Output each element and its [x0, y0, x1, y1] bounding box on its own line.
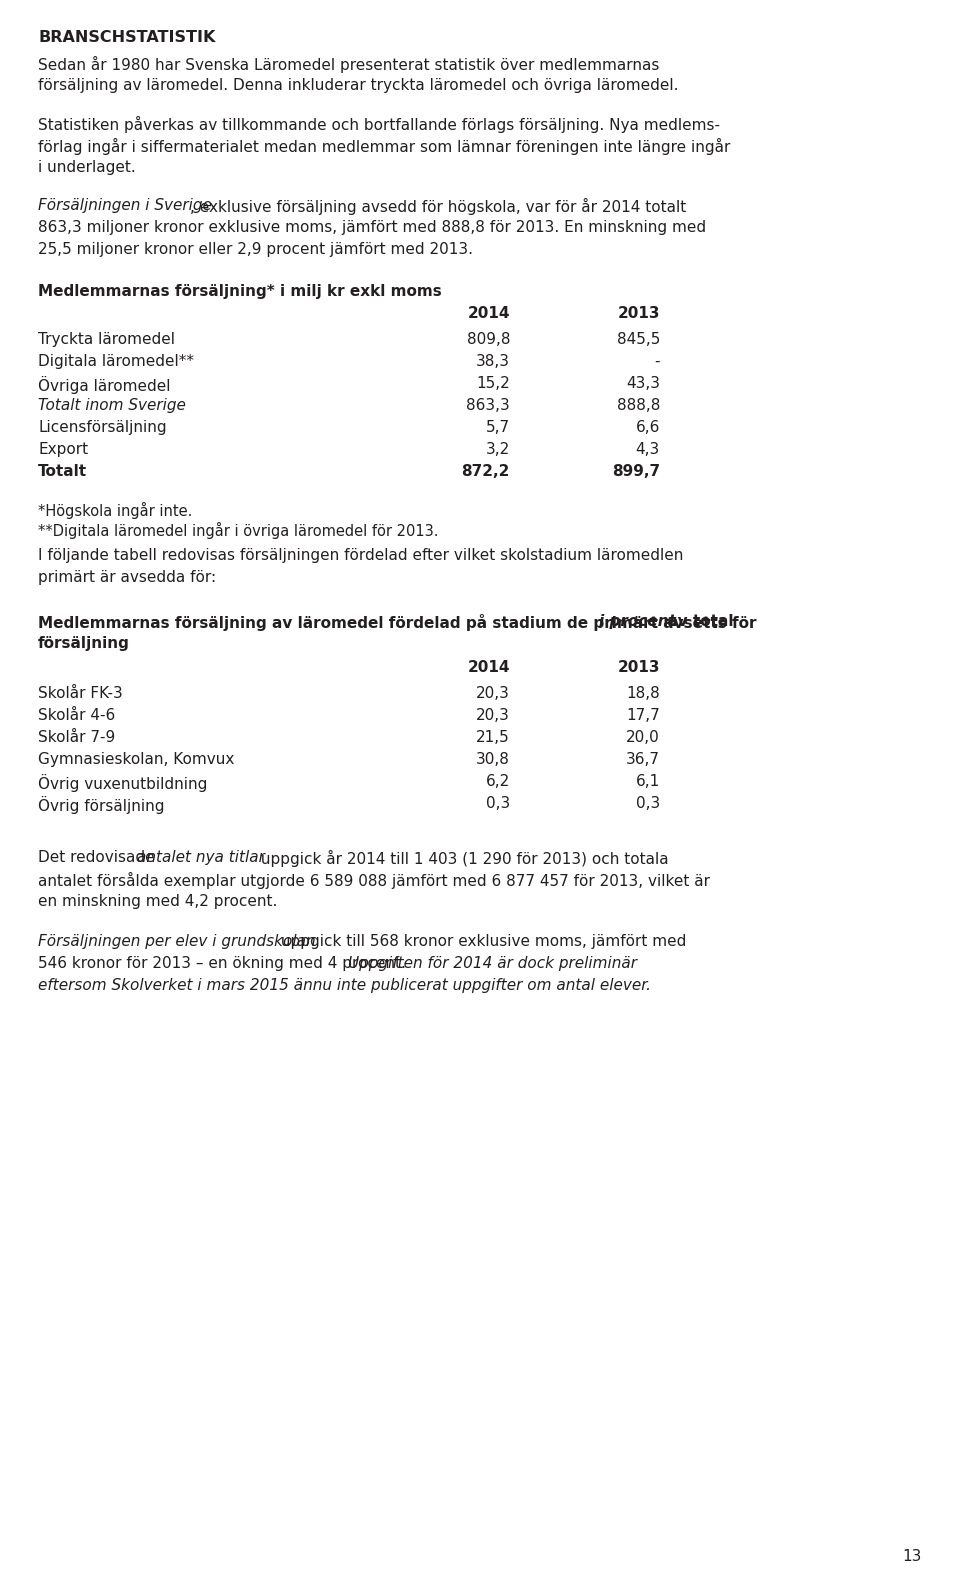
Text: Försäljningen i Sverige: Försäljningen i Sverige — [38, 199, 212, 213]
Text: 6,6: 6,6 — [636, 419, 660, 435]
Text: 20,3: 20,3 — [476, 686, 510, 702]
Text: Övrig vuxenutbildning: Övrig vuxenutbildning — [38, 774, 207, 792]
Text: 6,2: 6,2 — [486, 774, 510, 788]
Text: 845,5: 845,5 — [616, 333, 660, 347]
Text: **Digitala läromedel ingår i övriga läromedel för 2013.: **Digitala läromedel ingår i övriga läro… — [38, 522, 439, 539]
Text: 17,7: 17,7 — [626, 708, 660, 722]
Text: Övrig försäljning: Övrig försäljning — [38, 796, 164, 814]
Text: 20,0: 20,0 — [626, 730, 660, 744]
Text: antalet nya titlar: antalet nya titlar — [137, 850, 265, 866]
Text: 43,3: 43,3 — [626, 375, 660, 391]
Text: 30,8: 30,8 — [476, 752, 510, 766]
Text: 2014: 2014 — [468, 661, 510, 675]
Text: 2013: 2013 — [617, 306, 660, 322]
Text: 872,2: 872,2 — [462, 464, 510, 479]
Text: Gymnasieskolan, Komvux: Gymnasieskolan, Komvux — [38, 752, 234, 766]
Text: försäljning: försäljning — [38, 636, 130, 651]
Text: Totalt inom Sverige: Totalt inom Sverige — [38, 397, 186, 413]
Text: 863,3: 863,3 — [467, 397, 510, 413]
Text: Digitala läromedel**: Digitala läromedel** — [38, 353, 194, 369]
Text: Skolår FK-3: Skolår FK-3 — [38, 686, 123, 702]
Text: 25,5 miljoner kronor eller 2,9 procent jämfört med 2013.: 25,5 miljoner kronor eller 2,9 procent j… — [38, 241, 473, 257]
Text: Export: Export — [38, 442, 88, 457]
Text: BRANSCHSTATISTIK: BRANSCHSTATISTIK — [38, 30, 215, 46]
Text: *Högskola ingår inte.: *Högskola ingår inte. — [38, 501, 192, 519]
Text: 3,2: 3,2 — [486, 442, 510, 457]
Text: 899,7: 899,7 — [612, 464, 660, 479]
Text: försäljning av läromedel. Denna inkluderar tryckta läromedel och övriga läromede: försäljning av läromedel. Denna inkluder… — [38, 77, 679, 93]
Text: i procent: i procent — [599, 613, 676, 629]
Text: Medlemmarnas försäljning* i milj kr exkl moms: Medlemmarnas försäljning* i milj kr exkl… — [38, 284, 442, 300]
Text: Licensförsäljning: Licensförsäljning — [38, 419, 167, 435]
Text: antalet försålda exemplar utgjorde 6 589 088 jämfört med 6 877 457 för 2013, vil: antalet försålda exemplar utgjorde 6 589… — [38, 872, 710, 889]
Text: Sedan år 1980 har Svenska Läromedel presenterat statistik över medlemmarnas: Sedan år 1980 har Svenska Läromedel pres… — [38, 57, 660, 73]
Text: Totalt: Totalt — [38, 464, 87, 479]
Text: Det redovisade: Det redovisade — [38, 850, 159, 866]
Text: I följande tabell redovisas försäljningen fördelad efter vilket skolstadium läro: I följande tabell redovisas försäljninge… — [38, 547, 684, 563]
Text: Övriga läromedel: Övriga läromedel — [38, 375, 171, 394]
Text: 0,3: 0,3 — [636, 796, 660, 811]
Text: av total: av total — [661, 613, 733, 629]
Text: -: - — [655, 353, 660, 369]
Text: 4,3: 4,3 — [636, 442, 660, 457]
Text: 38,3: 38,3 — [476, 353, 510, 369]
Text: 18,8: 18,8 — [626, 686, 660, 702]
Text: Skolår 4-6: Skolår 4-6 — [38, 708, 115, 722]
Text: 888,8: 888,8 — [616, 397, 660, 413]
Text: 36,7: 36,7 — [626, 752, 660, 766]
Text: uppgick år 2014 till 1 403 (1 290 för 2013) och totala: uppgick år 2014 till 1 403 (1 290 för 20… — [255, 850, 668, 867]
Text: 6,1: 6,1 — [636, 774, 660, 788]
Text: 546 kronor för 2013 – en ökning med 4 procent.: 546 kronor för 2013 – en ökning med 4 pr… — [38, 956, 411, 971]
Text: i underlaget.: i underlaget. — [38, 159, 135, 175]
Text: 2013: 2013 — [617, 661, 660, 675]
Text: eftersom Skolverket i mars 2015 ännu inte publicerat uppgifter om antal elever.: eftersom Skolverket i mars 2015 ännu int… — [38, 978, 651, 994]
Text: 2014: 2014 — [468, 306, 510, 322]
Text: 809,8: 809,8 — [467, 333, 510, 347]
Text: primärt är avsedda för:: primärt är avsedda för: — [38, 569, 216, 585]
Text: Medlemmarnas försäljning av läromedel fördelad på stadium de primärt avsetts för: Medlemmarnas försäljning av läromedel fö… — [38, 613, 761, 631]
Text: 5,7: 5,7 — [486, 419, 510, 435]
Text: 863,3 miljoner kronor exklusive moms, jämfört med 888,8 för 2013. En minskning m: 863,3 miljoner kronor exklusive moms, jä… — [38, 221, 707, 235]
Text: 13: 13 — [902, 1549, 922, 1564]
Text: förlag ingår i siffermaterialet medan medlemmar som lämnar föreningen inte längr: förlag ingår i siffermaterialet medan me… — [38, 139, 731, 155]
Text: 15,2: 15,2 — [476, 375, 510, 391]
Text: en minskning med 4,2 procent.: en minskning med 4,2 procent. — [38, 894, 277, 908]
Text: Uppgiften för 2014 är dock preliminär: Uppgiften för 2014 är dock preliminär — [348, 956, 637, 971]
Text: uppgick till 568 kronor exklusive moms, jämfört med: uppgick till 568 kronor exklusive moms, … — [276, 934, 686, 949]
Text: Tryckta läromedel: Tryckta läromedel — [38, 333, 175, 347]
Text: 20,3: 20,3 — [476, 708, 510, 722]
Text: Skolår 7-9: Skolår 7-9 — [38, 730, 115, 744]
Text: Försäljningen per elev i grundskolan: Försäljningen per elev i grundskolan — [38, 934, 316, 949]
Text: Statistiken påverkas av tillkommande och bortfallande förlags försäljning. Nya m: Statistiken påverkas av tillkommande och… — [38, 117, 720, 132]
Text: 0,3: 0,3 — [486, 796, 510, 811]
Text: , exklusive försäljning avsedd för högskola, var för år 2014 totalt: , exklusive försäljning avsedd för högsk… — [190, 199, 686, 214]
Text: 21,5: 21,5 — [476, 730, 510, 744]
